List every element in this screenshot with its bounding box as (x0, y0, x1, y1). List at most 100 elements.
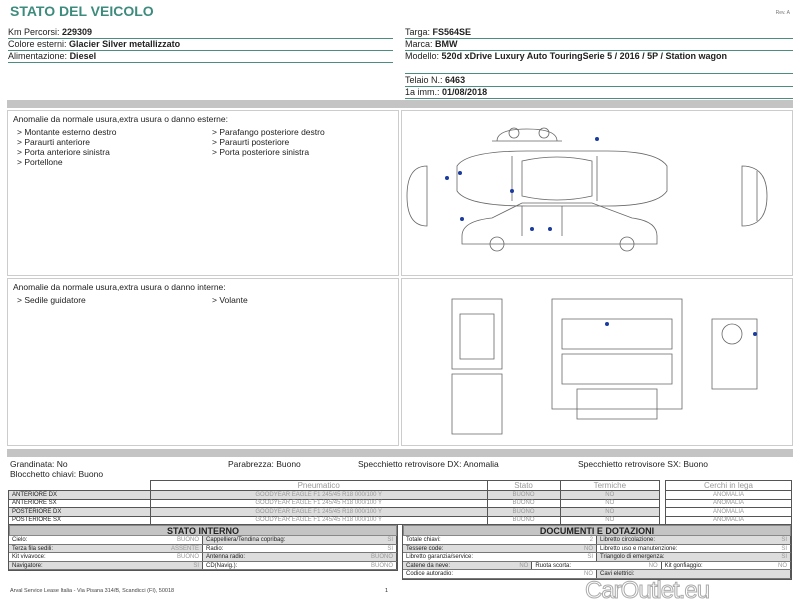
table-cell: Cielo: BUONO (9, 536, 203, 544)
table-cell: Totale chiavi: 2 (403, 536, 597, 544)
cell-value: SI (193, 562, 199, 569)
cell-label: Antenna radio: (206, 554, 246, 560)
field-immatricolazione: 1a imm.: 01/08/2018 (405, 87, 793, 99)
label: Colore esterni: (8, 39, 67, 49)
field-telaio: Telaio N.: 6463 (405, 75, 793, 87)
label: Marca: (405, 39, 433, 49)
damage-marker (595, 137, 599, 141)
header: Pneumatico (149, 480, 488, 491)
value: BMW (435, 39, 458, 49)
table-row: Kit vivavoce: BUONO Antenna radio: BUONO (9, 553, 397, 562)
cell-value: SI (781, 537, 787, 543)
grandinata: Grandinata: No (10, 459, 68, 469)
cell-label: Cappelliera/Tendina copribag: (206, 537, 286, 543)
cell-label: Kit vivavoce: (12, 554, 46, 560)
table-cell: Catene da neve: NO (403, 561, 533, 569)
pos: ANTERIORE SX (8, 498, 151, 508)
cell-value: BUONO (176, 537, 199, 543)
car-side-view (461, 202, 658, 252)
tire: GOODYEAR EAGLE F1 245/45 R18 000/100 Y (149, 490, 488, 500)
cell-value: SI (387, 545, 393, 552)
field-colore: Colore esterni: Glacier Silver metallizz… (8, 39, 393, 51)
cell-label: Ruota scorta: (535, 562, 572, 569)
cell-label: Totale chiavi: (406, 537, 441, 543)
value: 6463 (445, 75, 466, 85)
damage-item: > Portellone (17, 157, 63, 167)
table-row: Terza fila sedili: ASSENTE Radio: SI (9, 544, 397, 553)
table-cell: Kit gonfiaggio: NO (662, 561, 791, 569)
section-title: STATO INTERNO (9, 525, 397, 536)
cell-label: Cavi elettrici: (600, 571, 635, 577)
damage-marker (530, 227, 534, 231)
stato: BUONO (486, 498, 561, 508)
label: 1a imm.: (405, 87, 440, 97)
revision: Rev. A (775, 10, 790, 16)
exterior-title: Anomalie da normale usura,extra usura o … (13, 114, 228, 124)
cell-label: Libretto garanzia/service: (406, 554, 474, 560)
cell-label: Tessere code: (406, 545, 444, 552)
field-targa: Targa: FS564SE (405, 27, 793, 39)
table-row: Libretto garanzia/service: SI Triangolo di… (403, 553, 791, 562)
cell-value: NO (648, 562, 658, 569)
interior-diagram-panel (401, 278, 793, 446)
cell-value: SI (781, 545, 787, 552)
value: 229309 (62, 27, 93, 37)
table-cell: Codice autoradio: NO (403, 570, 597, 578)
section-divider (7, 100, 793, 108)
interior-damage-panel: Anomalie da normale usura,extra usura o … (7, 278, 399, 446)
car-rear-view (406, 165, 768, 227)
field-marca: Marca: BMW (405, 39, 793, 51)
seats-front-view (451, 298, 503, 435)
cell-value: 2 (589, 537, 593, 543)
watermark-logo: CarOutlet.eu (584, 577, 710, 604)
table-cell: Cappelliera/Tendina copribag: SI (203, 536, 397, 544)
table-cell: Libretto garanzia/service: SI (403, 553, 597, 561)
damage-item: > Montante esterno destro (17, 127, 117, 137)
table-cell: Triangolo di emergenza: SI (597, 553, 791, 561)
cell-label: Radio: (206, 545, 224, 552)
rim-status: ANOMALIA (665, 498, 792, 508)
cell-label: Codice autoradio: (406, 571, 454, 577)
cell-value: SI (587, 554, 593, 560)
table-cell: CD(Navig.): BUONO (203, 561, 397, 569)
blocchetto-chiavi: Blocchetto chiavi: Buono (10, 469, 104, 479)
page-number: 1 (385, 588, 389, 594)
cell-value: SI (781, 554, 787, 560)
value: FS564SE (432, 27, 472, 37)
summary-left: Grandinata: No Blocchetto chiavi: Buono (10, 459, 103, 479)
tires-table: Pneumatico Stato Termiche ANTERIORE DX GOOD… (8, 480, 661, 525)
stato-interno-table: STATO INTERNO Cielo: BUONO Cappelliera/Ten… (8, 524, 398, 571)
specchietto-sx: Specchietto retrovisore SX: Buono (578, 459, 708, 469)
table-cell: Ruota scorta: NO (532, 561, 662, 569)
value: Diesel (69, 51, 97, 61)
car-top-view (456, 150, 668, 207)
cell-label: CD(Navig.): (206, 562, 238, 569)
rim-status: ANOMALIA (665, 490, 792, 500)
header: Stato (486, 480, 561, 491)
table-row: Cielo: BUONO Cappelliera/Tendina copribag:… (9, 536, 397, 545)
exterior-damage-panel: Anomalie da normale usura,extra usura o … (7, 110, 399, 276)
table-row: POSTERIORE SX GOODYEAR EAGLE F1 245/45 R1… (8, 515, 661, 525)
cell-value: NO (777, 562, 787, 569)
cell-value: NO (584, 571, 593, 577)
cell-label: Libretto circolazione: (600, 537, 656, 543)
damage-item: > Porta anteriore sinistra (17, 147, 110, 157)
car-interior-diagram (451, 298, 758, 435)
termiche: NO (559, 498, 661, 508)
dashboard-view (711, 318, 758, 390)
stato: BUONO (486, 490, 561, 500)
cell-label: Navigatore: (12, 562, 43, 569)
cell-value: NO (584, 545, 593, 552)
footer-address: Arval Service Lease Italia - Via Pisana … (10, 588, 175, 594)
table-row: Catene da neve: NO Ruota scorta: NO Kit gonf… (403, 561, 791, 570)
exterior-diagram-panel (401, 110, 793, 276)
car-exterior-diagram (406, 127, 768, 252)
rim-status: ANOMALIA (665, 507, 792, 517)
table-row: ANTERIORE SX GOODYEAR EAGLE F1 245/45 R18… (8, 498, 661, 508)
specchietto-dx: Specchietto retrovisore DX: Anomalia (358, 459, 499, 469)
value: 01/08/2018 (442, 87, 488, 97)
cell-value: NO (519, 562, 529, 569)
cell-value: BUONO (370, 554, 393, 560)
table-cell: Libretto circolazione: SI (597, 536, 791, 544)
rims-table: Cerchi in lega ANOMALIA ANOMALIA ANOMALI… (665, 480, 792, 525)
